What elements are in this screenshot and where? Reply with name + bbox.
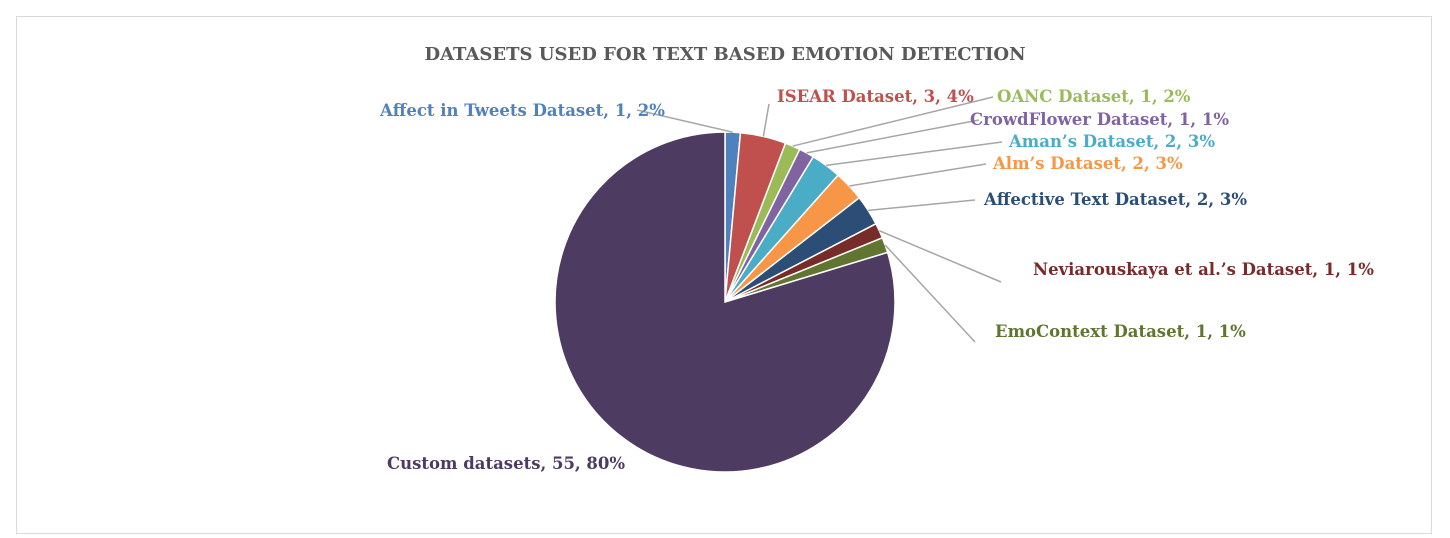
leader-line-0 xyxy=(636,109,733,133)
pie-chart: DATASETS USED FOR TEXT BASED EMOTION DET… xyxy=(379,44,1374,473)
data-label-4: Aman’s Dataset, 2, 3% xyxy=(1008,132,1215,151)
data-labels: Affect in Tweets Dataset, 1, 2% ISEAR Dat… xyxy=(379,87,1374,473)
leader-line-5 xyxy=(849,163,987,187)
chart-frame: DATASETS USED FOR TEXT BASED EMOTION DET… xyxy=(16,16,1432,534)
data-label-0: Affect in Tweets Dataset, 1, 2% xyxy=(379,101,665,120)
leader-lines xyxy=(636,96,1003,343)
chart-title: DATASETS USED FOR TEXT BASED EMOTION DET… xyxy=(424,44,1025,65)
leader-line-7 xyxy=(879,230,1002,283)
data-label-7: Neviarouskaya et al.’s Dataset, 1, 1% xyxy=(1033,260,1374,279)
leader-line-4 xyxy=(826,141,1003,167)
pie-slices xyxy=(554,131,896,473)
data-label-1: ISEAR Dataset, 3, 4% xyxy=(777,87,974,106)
data-label-5: Alm’s Dataset, 2, 3% xyxy=(992,154,1183,173)
pie-slice-9 xyxy=(554,131,896,473)
data-label-2: OANC Dataset, 1, 2% xyxy=(997,87,1191,106)
data-label-8: EmoContext Dataset, 1, 1% xyxy=(995,322,1246,341)
data-label-3: CrowdFlower Dataset, 1, 1% xyxy=(970,110,1229,129)
leader-line-6 xyxy=(868,199,976,212)
data-label-6: Affective Text Dataset, 2, 3% xyxy=(983,190,1247,209)
leader-line-1 xyxy=(762,103,770,137)
leader-line-8 xyxy=(884,244,976,343)
leader-line-3 xyxy=(806,119,980,154)
data-label-9: Custom datasets, 55, 80% xyxy=(387,454,625,473)
leader-line-2 xyxy=(792,96,994,147)
